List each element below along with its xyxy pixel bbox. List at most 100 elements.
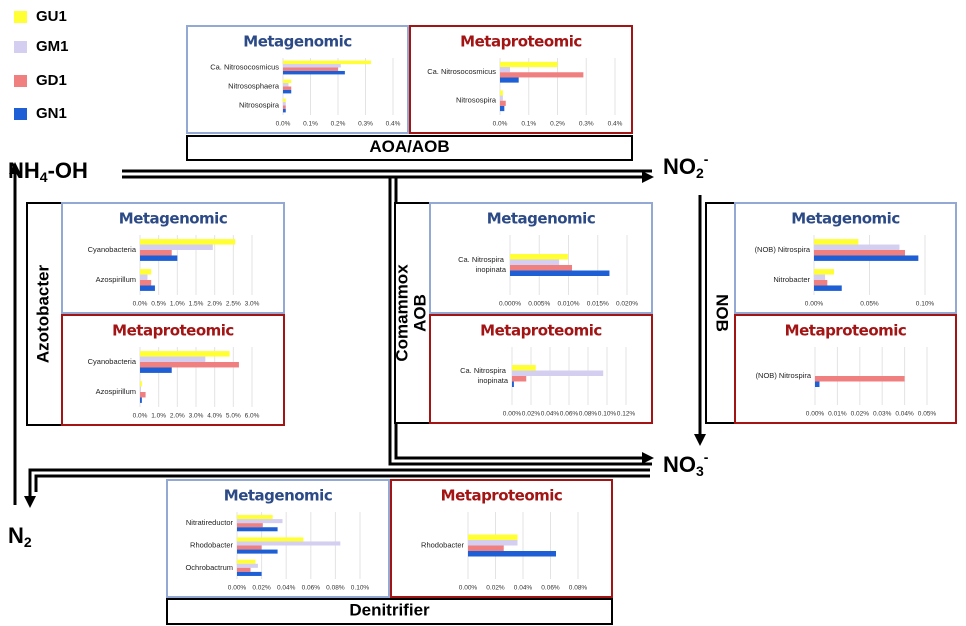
chart-title: Metagenomic — [119, 210, 227, 228]
x-tick-label: 1.0% — [151, 413, 166, 420]
legend-swatch — [14, 41, 27, 53]
category-label: Ca. Nitrosocosmicus — [210, 62, 279, 71]
x-tick-label: 6.0% — [245, 413, 260, 420]
x-tick-label: 0.02% — [522, 411, 541, 418]
bar — [814, 280, 828, 286]
bar — [237, 541, 341, 546]
x-tick-label: 0.2% — [331, 121, 346, 128]
x-tick-label: 2.0% — [207, 301, 222, 308]
bar — [140, 367, 172, 373]
x-tick-label: 0.020% — [616, 301, 638, 308]
legend-swatch — [14, 75, 27, 87]
category-label-line: inopinata — [476, 265, 507, 274]
bar — [500, 105, 505, 112]
bar — [140, 351, 230, 357]
arrow — [388, 177, 652, 466]
x-tick-label: 0.015% — [587, 301, 609, 308]
x-tick-label: 0.0% — [133, 301, 148, 308]
bar — [500, 61, 558, 68]
category-label-line: Ca. Nitrospira — [460, 366, 508, 375]
x-tick-label: 0.00% — [503, 411, 522, 418]
panel — [734, 314, 957, 424]
bar — [283, 98, 286, 103]
bar — [283, 70, 345, 75]
x-tick-label: 3.0% — [245, 301, 260, 308]
bar — [140, 386, 141, 392]
legend-label: GN1 — [36, 105, 67, 122]
group-label: ComammoxAOB — [393, 264, 430, 362]
chart-title: Metaproteomic — [112, 322, 234, 340]
node-label: NO2- — [663, 151, 709, 181]
category-label: Nitratireductor — [186, 518, 234, 527]
bar — [510, 259, 560, 265]
group-label: NOB — [712, 294, 731, 332]
x-tick-label: 0.12% — [617, 411, 636, 418]
x-tick-label: 0.0% — [133, 413, 148, 420]
bar — [237, 567, 251, 572]
bar — [283, 60, 371, 65]
bar — [512, 376, 527, 382]
bar — [512, 365, 536, 371]
legend-label: GU1 — [36, 8, 67, 25]
x-tick-label: 0.04% — [895, 411, 914, 418]
group-label: Azotobacter — [34, 265, 53, 364]
bar — [140, 255, 178, 261]
category-label: (NOB) Nitrospira — [756, 371, 812, 380]
x-tick-label: 0.1% — [521, 121, 536, 128]
x-tick-label: 3.0% — [189, 413, 204, 420]
x-tick-label: 1.5% — [189, 301, 204, 308]
chart-title: Metagenomic — [224, 487, 332, 505]
x-tick-label: 1.0% — [170, 301, 185, 308]
x-tick-label: 0.02% — [252, 585, 271, 592]
x-tick-label: 0.5% — [151, 301, 166, 308]
bar — [237, 537, 304, 542]
x-tick-label: 0.00% — [806, 411, 825, 418]
bar — [500, 77, 519, 83]
x-tick-label: 0.10% — [598, 411, 617, 418]
chart-title: Metaproteomic — [460, 33, 582, 51]
bar — [500, 100, 506, 106]
bar — [814, 250, 906, 256]
x-tick-label: 0.02% — [851, 411, 870, 418]
x-tick-label: 0.04% — [514, 585, 533, 592]
bar — [140, 362, 239, 368]
x-tick-label: 0.01% — [828, 411, 847, 418]
nodes: NH4-OH NO2- NO3- N2 — [8, 151, 709, 550]
bar — [814, 285, 842, 291]
node-label: NO3- — [663, 449, 709, 479]
bar — [510, 265, 573, 271]
bar — [500, 95, 503, 101]
bar — [237, 549, 278, 554]
panel — [409, 25, 633, 134]
bar — [815, 381, 820, 387]
panel — [166, 479, 390, 598]
legend-swatch — [14, 108, 27, 120]
x-tick-label: 0.08% — [326, 585, 345, 592]
group-label-line: NOB — [712, 294, 731, 332]
bar — [814, 239, 859, 245]
bar — [283, 83, 289, 87]
x-tick-label: 0.08% — [569, 585, 588, 592]
x-tick-label: 0.2% — [550, 121, 565, 128]
bar — [510, 270, 610, 276]
bar — [468, 551, 556, 557]
bar — [140, 250, 172, 256]
category-label-line: inopinata — [478, 376, 509, 385]
x-tick-label: 0.06% — [560, 411, 579, 418]
x-tick-label: 0.02% — [486, 585, 505, 592]
bar — [140, 269, 152, 275]
panel — [429, 314, 653, 424]
x-tick-label: 0.05% — [860, 301, 879, 308]
bar — [140, 280, 152, 286]
category-label: Azospirillum — [96, 387, 136, 396]
category-label: Nitrosospira — [239, 100, 280, 109]
group-box — [26, 202, 63, 426]
bar — [283, 64, 341, 68]
category-label: Nitrososphaera — [228, 81, 280, 90]
arrow — [34, 474, 650, 492]
group-box — [705, 202, 736, 424]
category-label: Nitrosospira — [456, 96, 497, 105]
category-label: Rhodobacter — [421, 540, 464, 549]
bar — [140, 239, 236, 245]
x-tick-label: 0.10% — [351, 585, 370, 592]
